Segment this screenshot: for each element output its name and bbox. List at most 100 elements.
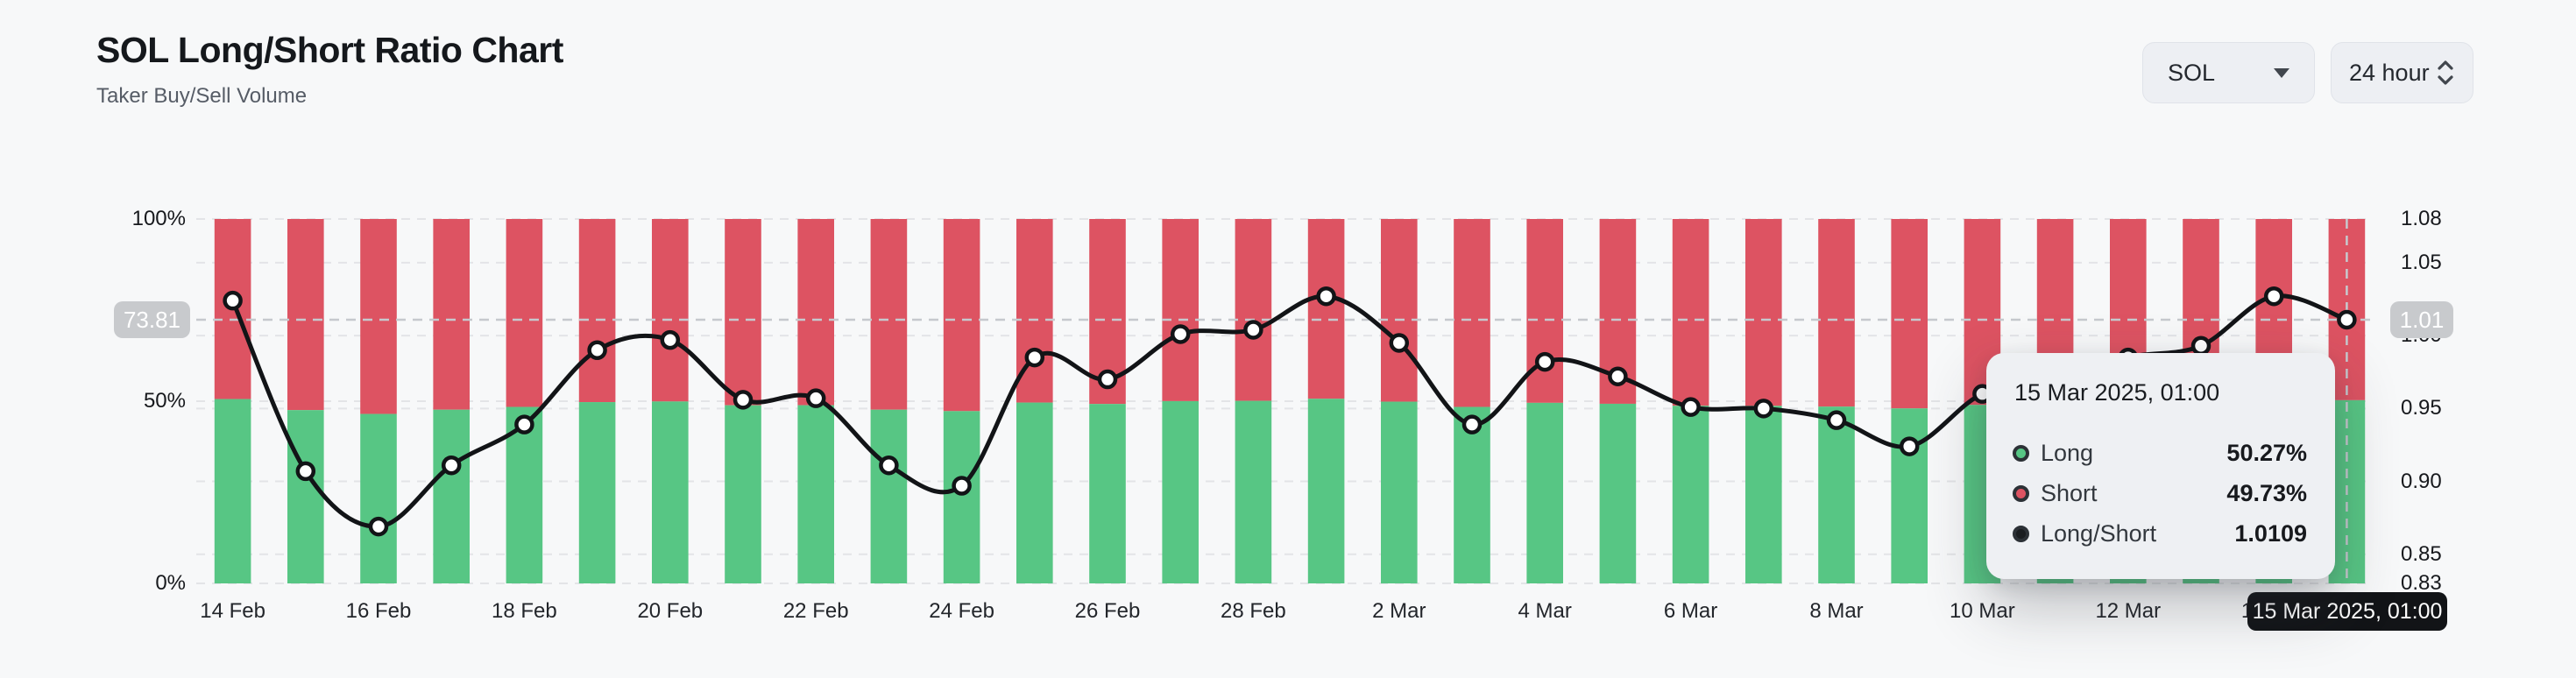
ratio-marker-26 Feb <box>1097 369 1118 390</box>
tooltip-title: 15 Mar 2025, 01:00 <box>2014 379 2220 406</box>
long-bar-16 Feb <box>360 413 397 583</box>
ratio-marker-8 Mar <box>1826 410 1847 430</box>
short-bar-24 Feb <box>943 219 980 412</box>
long-bar-5 Mar <box>1599 403 1637 583</box>
short-bar-22 Feb <box>797 219 834 406</box>
ratio-marker-4 Mar <box>1534 351 1555 372</box>
interval-select[interactable]: 24 hour <box>2331 42 2473 103</box>
ratio-dot-icon <box>2013 525 2029 542</box>
crosshair-left-badge: 73.81 <box>114 301 190 338</box>
short-bar-3 Mar <box>1454 219 1490 407</box>
long-bar-1 Mar <box>1307 399 1345 583</box>
ratio-marker-25 Feb <box>1024 347 1045 368</box>
short-bar-2 Mar <box>1381 219 1418 402</box>
long-bar-23 Feb <box>870 409 908 583</box>
tooltip-ratio-value: 1.0109 <box>2234 519 2307 547</box>
tooltip-row-ratio: Long/Short 1.0109 <box>2013 513 2307 554</box>
short-bar-1 Mar <box>1307 219 1345 399</box>
ratio-marker-1 Mar <box>1316 286 1336 307</box>
short-bar-18 Feb <box>506 219 543 407</box>
ratio-marker-22 Feb <box>805 388 826 408</box>
long-bar-18 Feb <box>506 406 543 583</box>
long-bar-8 Mar <box>1818 406 1855 583</box>
symbol-select[interactable]: SOL <box>2142 42 2315 103</box>
tooltip-row-short: Short 49.73% <box>2013 473 2307 513</box>
x-axis-tick: 2 Mar <box>1372 599 1426 623</box>
long-bar-19 Feb <box>578 402 616 583</box>
long-bar-3 Mar <box>1454 406 1490 583</box>
interval-select-value: 24 hour <box>2349 59 2430 86</box>
ratio-marker-16 Feb <box>368 516 389 537</box>
ratio-marker-27 Feb <box>1170 324 1191 344</box>
long-bar-7 Mar <box>1745 406 1782 583</box>
long-bar-9 Mar <box>1891 408 1928 583</box>
long-bar-17 Feb <box>433 409 470 583</box>
long-bar-4 Mar <box>1526 402 1563 583</box>
ratio-marker-18 Feb <box>514 414 534 434</box>
short-bar-6 Mar <box>1672 219 1709 406</box>
short-bar-7 Mar <box>1745 219 1782 406</box>
ratio-marker-28 Feb <box>1243 320 1263 340</box>
long-bar-6 Mar <box>1672 406 1709 583</box>
ratio-marker-9 Mar <box>1899 436 1920 456</box>
x-axis-tick: 24 Feb <box>929 599 994 623</box>
y-axis-right-tick: 1.08 <box>2401 207 2442 230</box>
short-bar-20 Feb <box>652 219 689 402</box>
ratio-marker-6 Mar <box>1681 397 1701 417</box>
x-axis-tick: 18 Feb <box>492 599 557 623</box>
x-axis-tick: 4 Mar <box>1518 599 1572 623</box>
ratio-marker-14 Feb <box>223 290 243 311</box>
long-bar-26 Feb <box>1089 404 1126 583</box>
long-bar-20 Feb <box>652 401 689 583</box>
ratio-marker-5 Mar <box>1608 366 1628 386</box>
y-axis-right-tick: 0.83 <box>2401 571 2442 595</box>
crosshair-right-badge: 1.01 <box>2390 301 2453 338</box>
ratio-marker-2 Mar <box>1389 333 1410 353</box>
crosshair-date-pill: 15 Mar 2025, 01:00 <box>2247 592 2447 631</box>
long-bar-22 Feb <box>797 405 834 583</box>
short-bar-23 Feb <box>870 219 908 410</box>
ratio-marker-23 Feb <box>879 455 899 476</box>
ratio-marker-13 Mar <box>2190 335 2212 357</box>
long-bar-24 Feb <box>943 411 980 583</box>
short-bar-28 Feb <box>1235 219 1272 401</box>
ratio-marker-7 Mar <box>1753 399 1774 419</box>
stepper-chevrons-icon <box>2438 60 2453 85</box>
tooltip-row-long: Long 50.27% <box>2013 433 2307 473</box>
ratio-marker-3 Mar <box>1461 414 1483 434</box>
x-axis-tick: 14 Feb <box>200 599 265 623</box>
x-axis-tick: 12 Mar <box>2095 599 2162 623</box>
ratio-marker-15 Mar <box>2337 309 2357 330</box>
ratio-marker-21 Feb <box>732 390 754 410</box>
tooltip-short-value: 49.73% <box>2226 479 2307 506</box>
y-axis-left-tick: 100% <box>131 207 186 230</box>
ratio-marker-20 Feb <box>660 329 681 350</box>
y-axis-right-tick: 0.90 <box>2401 469 2442 493</box>
y-axis-left-tick: 0% <box>155 571 186 595</box>
short-bar-4 Mar <box>1526 219 1563 403</box>
x-axis-tick: 8 Mar <box>1809 599 1864 623</box>
page-subtitle: Taker Buy/Sell Volume <box>96 84 308 108</box>
long-dot-icon <box>2013 444 2029 462</box>
x-axis-tick: 10 Mar <box>1950 599 2015 623</box>
y-axis-right-tick: 1.05 <box>2401 250 2442 274</box>
ratio-marker-19 Feb <box>587 340 607 361</box>
x-axis-tick: 28 Feb <box>1221 599 1286 623</box>
short-bar-21 Feb <box>725 219 761 406</box>
ratio-marker-17 Feb <box>441 455 462 476</box>
short-bar-27 Feb <box>1162 219 1199 401</box>
y-axis-right-tick: 0.95 <box>2401 396 2442 420</box>
dropdown-caret-icon <box>2274 67 2289 78</box>
short-dot-icon <box>2013 484 2029 502</box>
chart-tooltip: 15 Mar 2025, 01:00 Long 50.27% Short 49.… <box>1986 353 2335 579</box>
ratio-marker-15 Feb <box>295 461 316 482</box>
tooltip-ratio-label: Long/Short <box>2041 519 2157 547</box>
long-bar-14 Feb <box>214 399 251 583</box>
long-bar-28 Feb <box>1235 400 1272 583</box>
long-bar-21 Feb <box>725 405 761 583</box>
x-axis-tick: 26 Feb <box>1074 599 1141 623</box>
page-title: SOL Long/Short Ratio Chart <box>96 30 563 70</box>
short-bar-15 Feb <box>287 219 324 411</box>
